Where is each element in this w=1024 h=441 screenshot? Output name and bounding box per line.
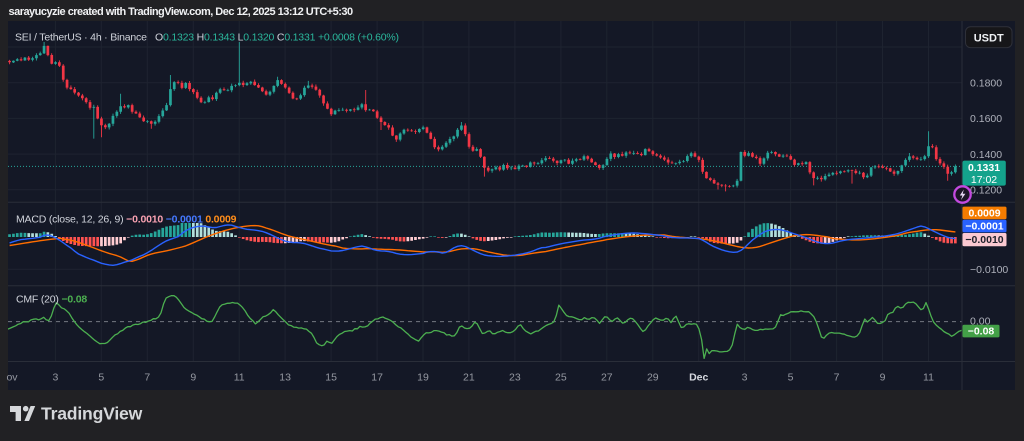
svg-text:CMF (20) −0.08: CMF (20) −0.08 [16,293,87,305]
svg-text:29: 29 [647,372,659,384]
svg-text:15: 15 [325,372,337,384]
svg-text:11: 11 [923,372,934,384]
svg-text:TradingView: TradingView [41,404,143,424]
svg-text:17: 17 [371,372,383,384]
svg-text:27: 27 [601,372,613,384]
svg-text:−0.08: −0.08 [968,325,995,337]
svg-text:−0.0001: −0.0001 [965,220,1003,232]
svg-text:11: 11 [234,372,245,384]
svg-text:Dec: Dec [689,372,708,384]
svg-text:−0.0100: −0.0100 [970,264,1008,276]
svg-text:0.1331: 0.1331 [968,162,1000,174]
svg-text:0.00: 0.00 [970,315,991,327]
svg-text:0.1400: 0.1400 [970,149,1002,161]
svg-text:17:02: 17:02 [971,174,997,186]
svg-text:SEI / TetherUS · 4h · Binance: SEI / TetherUS · 4h · Binance [15,31,147,43]
svg-text:21: 21 [463,372,475,384]
svg-text:9: 9 [880,372,886,384]
svg-text:7: 7 [834,372,840,384]
svg-text:23: 23 [509,372,521,384]
svg-text:5: 5 [98,372,104,384]
svg-text:O0.1323 H0.1343 L0.1320 C0.: O0.1323 H0.1343 L0.1320 C0.1331 +0.0008 … [155,31,399,43]
svg-text:19: 19 [417,372,429,384]
svg-text:−0.0010: −0.0010 [965,234,1003,246]
svg-text:5: 5 [788,372,794,384]
svg-text:13: 13 [279,372,291,384]
svg-text:USDT: USDT [974,32,1004,44]
svg-text:0.1600: 0.1600 [970,113,1002,125]
svg-text:0.0009: 0.0009 [968,207,1000,219]
svg-text:sarayucyzie created with Tradi: sarayucyzie created with TradingView.com… [9,6,354,18]
svg-text:0.1200: 0.1200 [970,185,1002,197]
svg-text:3: 3 [742,372,748,384]
svg-text:25: 25 [555,372,567,384]
svg-text:ov: ov [6,372,18,384]
svg-text:3: 3 [52,372,58,384]
svg-text:7: 7 [144,372,150,384]
svg-text:9: 9 [190,372,196,384]
svg-text:0.1800: 0.1800 [970,77,1002,89]
svg-text:MACD (close, 12, 26, 9) −0.00: MACD (close, 12, 26, 9) −0.0010 −0.0001 … [16,214,237,226]
